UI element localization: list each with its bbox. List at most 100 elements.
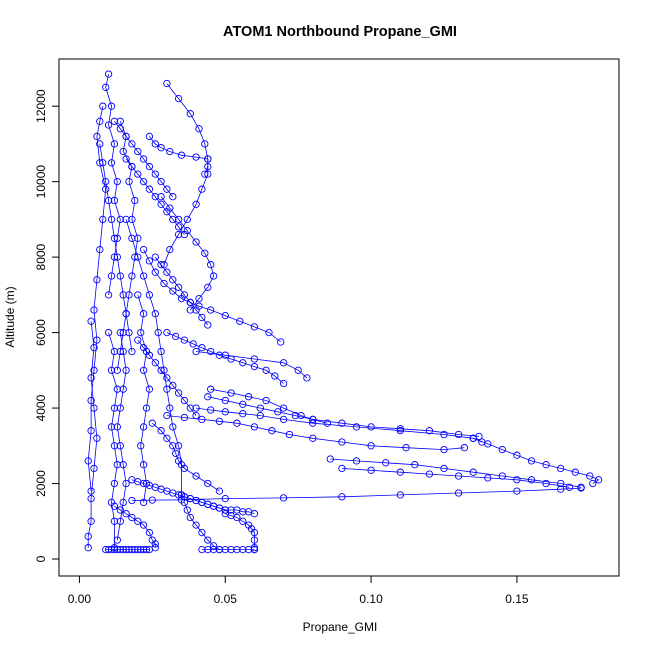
- data-point: [134, 234, 142, 242]
- data-point: [198, 545, 206, 554]
- data-point: [174, 283, 183, 291]
- series-line: [184, 502, 220, 550]
- data-point: [90, 366, 98, 374]
- data-point: [107, 366, 116, 374]
- data-point: [84, 457, 92, 465]
- data-point: [204, 321, 212, 329]
- data-point: [122, 510, 130, 518]
- series-line: [125, 219, 182, 495]
- data-point: [396, 468, 404, 476]
- data-point: [116, 517, 124, 525]
- data-point: [279, 379, 288, 388]
- series-line: [137, 339, 197, 416]
- data-point: [172, 332, 180, 341]
- data-point: [239, 508, 247, 516]
- data-point: [128, 162, 136, 171]
- data-point: [192, 411, 200, 420]
- data-point: [157, 200, 165, 208]
- data-point: [93, 434, 101, 442]
- data-point: [338, 493, 346, 501]
- data-point: [151, 140, 159, 148]
- y-tick-label: 4000: [34, 394, 48, 421]
- data-point: [169, 287, 177, 295]
- data-point: [166, 147, 174, 156]
- data-point: [163, 374, 171, 382]
- data-point: [139, 423, 148, 431]
- data-point: [382, 459, 390, 467]
- data-point: [157, 347, 165, 356]
- data-point: [166, 245, 174, 254]
- data-point: [268, 427, 276, 435]
- data-point: [169, 381, 177, 390]
- data-point: [102, 545, 110, 554]
- data-point: [157, 427, 165, 435]
- data-point: [104, 328, 113, 337]
- data-point: [186, 404, 194, 412]
- data-point: [198, 344, 206, 352]
- data-point: [139, 461, 148, 469]
- data-point: [207, 347, 215, 356]
- data-point: [177, 151, 186, 159]
- data-point: [145, 545, 154, 554]
- data-point: [90, 464, 98, 473]
- data-point: [186, 306, 194, 314]
- data-point: [104, 545, 113, 554]
- data-point: [221, 506, 229, 514]
- data-point: [469, 434, 477, 442]
- data-point: [102, 185, 110, 193]
- series-line: [149, 136, 209, 175]
- data-point: [122, 310, 130, 318]
- data-point: [107, 215, 116, 224]
- data-point: [102, 177, 110, 186]
- data-point: [250, 355, 259, 363]
- data-point: [577, 484, 585, 492]
- series-line: [137, 294, 150, 503]
- series-line: [108, 332, 118, 548]
- data-point: [454, 430, 463, 439]
- data-point: [279, 415, 288, 424]
- data-point: [151, 268, 159, 276]
- data-point: [84, 532, 92, 541]
- data-point: [221, 396, 229, 405]
- data-point: [180, 336, 189, 344]
- data-point: [195, 294, 203, 303]
- series-line: [166, 332, 284, 384]
- data-point: [233, 545, 241, 554]
- data-point: [93, 276, 101, 284]
- data-point: [110, 234, 119, 242]
- data-point: [139, 177, 148, 186]
- data-point: [87, 317, 95, 325]
- data-point: [172, 449, 180, 458]
- data-point: [145, 528, 154, 537]
- data-point: [513, 476, 521, 484]
- data-point: [134, 170, 142, 178]
- data-point: [116, 272, 124, 280]
- data-point: [221, 545, 229, 554]
- data-point: [99, 215, 107, 224]
- data-point: [204, 170, 212, 178]
- series-line: [330, 458, 582, 488]
- data-point: [145, 162, 154, 171]
- data-point: [557, 479, 565, 488]
- data-point: [151, 170, 159, 178]
- data-point: [285, 430, 294, 439]
- data-point: [142, 404, 151, 412]
- data-point: [169, 276, 177, 284]
- data-point: [513, 487, 521, 495]
- data-point: [239, 410, 247, 418]
- data-point: [142, 545, 151, 554]
- data-point: [180, 291, 189, 299]
- data-point: [180, 230, 189, 239]
- data-point: [110, 404, 119, 412]
- data-point: [425, 427, 434, 435]
- data-point: [174, 215, 183, 224]
- data-point: [134, 147, 142, 156]
- data-point: [107, 545, 116, 554]
- data-point: [151, 253, 159, 261]
- data-point: [256, 404, 264, 412]
- data-point: [104, 196, 113, 205]
- data-point: [303, 374, 311, 382]
- data-point: [201, 140, 209, 148]
- data-point: [396, 491, 404, 499]
- data-point: [174, 389, 183, 397]
